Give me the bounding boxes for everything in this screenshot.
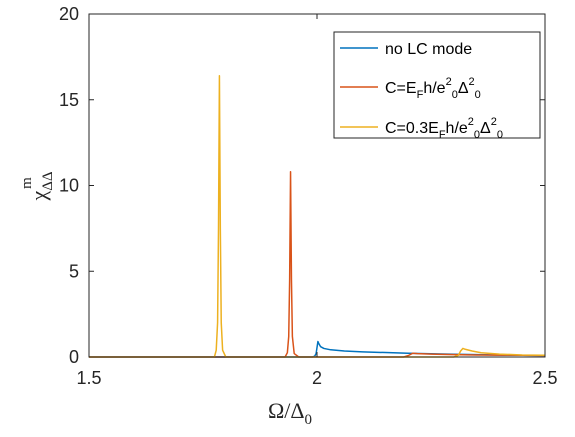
x-axis-label-sub: 0 <box>305 412 313 428</box>
y-axis-label-sup: m <box>19 177 35 189</box>
y-tick-label: 0 <box>69 347 79 367</box>
tick-layer: 1.5 2 2.5 0 5 10 15 20 <box>59 4 558 388</box>
y-tick-label: 5 <box>69 261 79 281</box>
legend: no LC mode C=EFh/e20Δ20 C=0.3EFh/e20Δ20 <box>333 31 541 141</box>
y-axis-label-sub: ΔΔ <box>40 171 56 191</box>
y-axis-label-main: χ <box>26 191 51 202</box>
legend-label-3: C=0.3EFh/e20Δ20 <box>385 116 503 141</box>
legend-box <box>333 31 541 139</box>
x-tick-label: 2.5 <box>532 368 557 388</box>
y-axis-label: χΔΔ <box>26 171 56 201</box>
y-tick-label: 15 <box>59 90 79 110</box>
x-axis-label: Ω/Δ0 <box>268 398 312 428</box>
y-tick-label: 20 <box>59 4 79 24</box>
legend-label-1: no LC mode <box>385 41 472 58</box>
x-tick-label: 1.5 <box>76 368 101 388</box>
x-tick-label: 2 <box>312 368 322 388</box>
y-tick-label: 10 <box>59 176 79 196</box>
x-axis-label-main: Ω/Δ <box>268 398 305 423</box>
legend-label-2: C=EFh/e20Δ20 <box>385 76 481 101</box>
